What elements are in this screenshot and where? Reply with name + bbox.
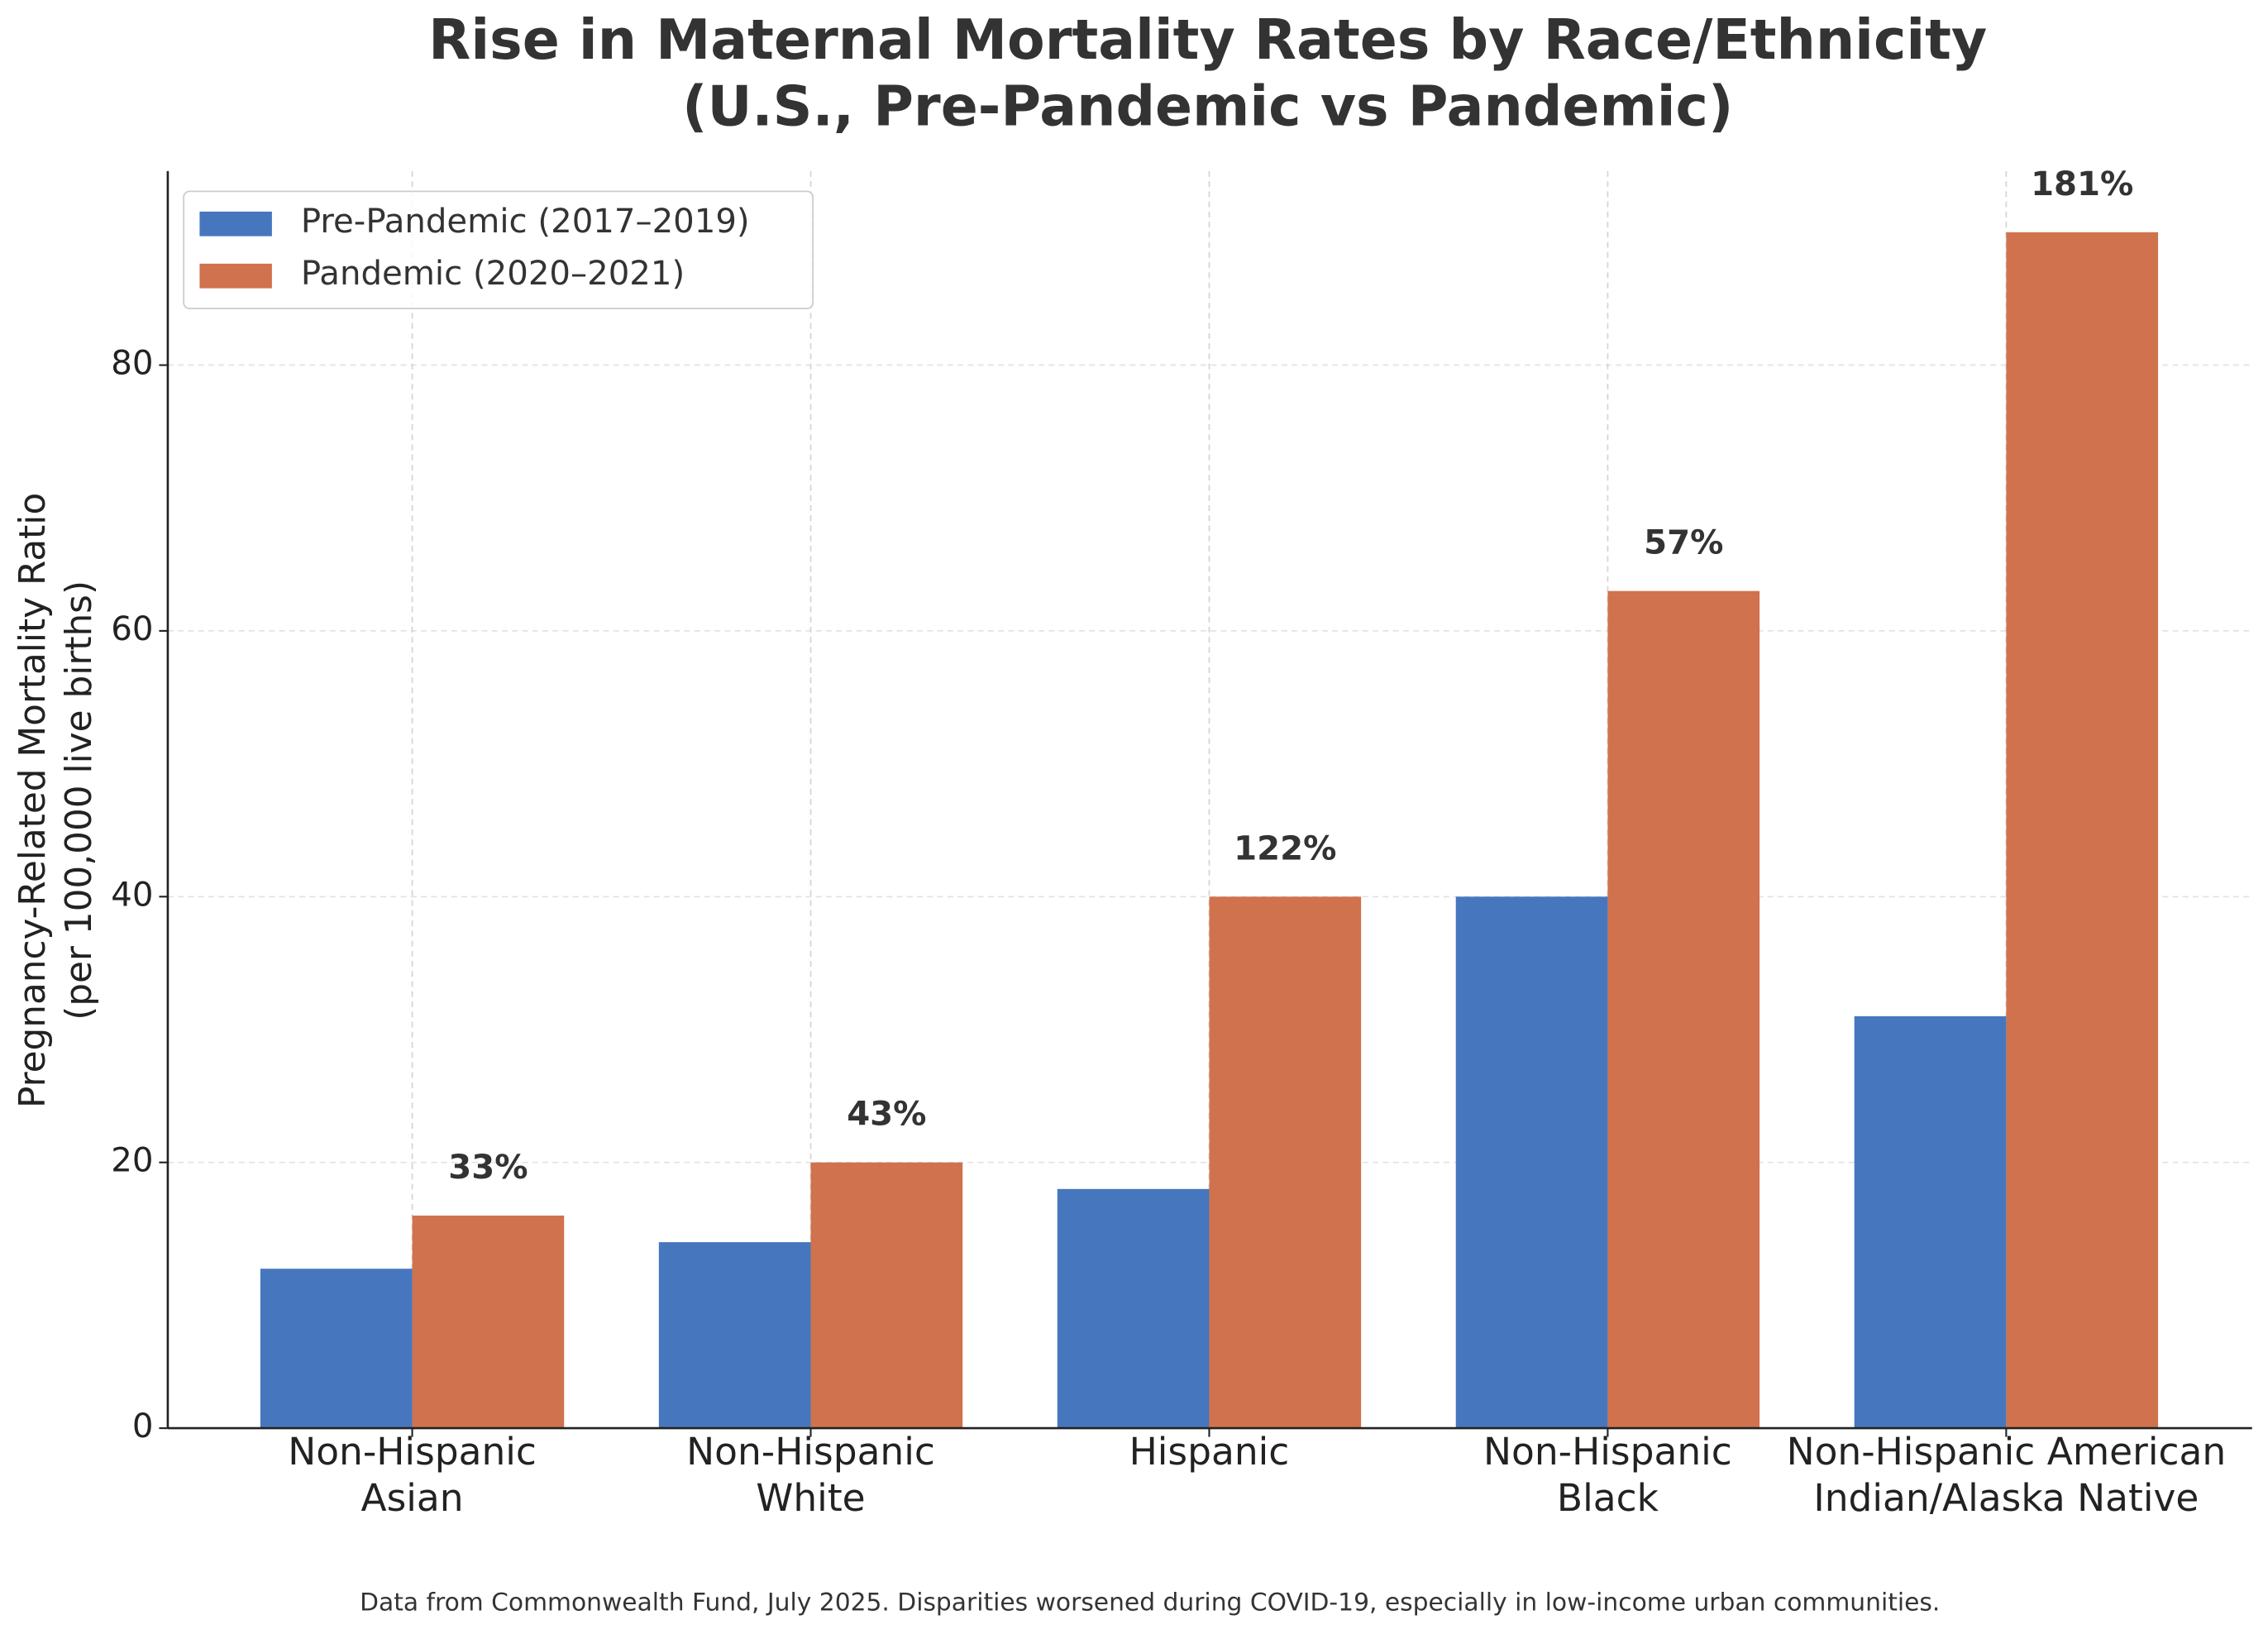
y-tick-label: 60 bbox=[111, 610, 153, 648]
x-tick-label: White bbox=[756, 1476, 865, 1520]
chart-title: Rise in Maternal Mortality Rates by Race… bbox=[428, 7, 1987, 72]
bar bbox=[1607, 590, 1760, 1429]
bar bbox=[1209, 896, 1362, 1429]
bar bbox=[1455, 896, 1608, 1429]
y-tick-label: 20 bbox=[111, 1142, 153, 1180]
y-tick-label: 0 bbox=[132, 1407, 154, 1445]
y-tick-label: 80 bbox=[111, 345, 153, 383]
x-tick-label: Black bbox=[1557, 1476, 1659, 1520]
annotation: 33% bbox=[448, 1149, 528, 1187]
chart-title: (U.S., Pre-Pandemic vs Pandemic) bbox=[682, 74, 1733, 138]
annotation: 181% bbox=[2031, 165, 2133, 203]
annotation: 57% bbox=[1644, 524, 1723, 562]
legend-swatch bbox=[199, 263, 272, 289]
bar bbox=[260, 1268, 413, 1429]
bar bbox=[810, 1162, 963, 1429]
x-tick-label: Indian/Alaska Native bbox=[1813, 1476, 2199, 1520]
bar bbox=[1854, 1015, 2007, 1429]
x-tick-label: Non-Hispanic American bbox=[1787, 1430, 2227, 1474]
legend-swatch bbox=[199, 211, 272, 236]
legend-label: Pre-Pandemic (2017–2019) bbox=[301, 203, 750, 241]
y-tick-label: 40 bbox=[111, 876, 153, 914]
x-tick-label: Non-Hispanic bbox=[288, 1430, 537, 1474]
legend-box bbox=[183, 190, 814, 309]
x-tick-label: Non-Hispanic bbox=[1483, 1430, 1732, 1474]
x-tick-label: Hispanic bbox=[1129, 1430, 1290, 1474]
annotation: 43% bbox=[847, 1096, 926, 1134]
x-tick-label: Non-Hispanic bbox=[686, 1430, 935, 1474]
legend-label: Pandemic (2020–2021) bbox=[301, 255, 685, 293]
annotation: 122% bbox=[1234, 829, 1336, 867]
y-axis-label: Pregnancy-Related Mortality Ratio bbox=[12, 493, 54, 1108]
bar bbox=[658, 1242, 811, 1429]
bar bbox=[1057, 1188, 1210, 1429]
footnote: Data from Commonwealth Fund, July 2025. … bbox=[360, 1588, 1940, 1617]
y-axis-label: (per 100,000 live births) bbox=[58, 580, 100, 1020]
bar bbox=[2006, 232, 2159, 1429]
bar bbox=[412, 1215, 565, 1429]
x-tick-label: Asian bbox=[361, 1476, 464, 1520]
